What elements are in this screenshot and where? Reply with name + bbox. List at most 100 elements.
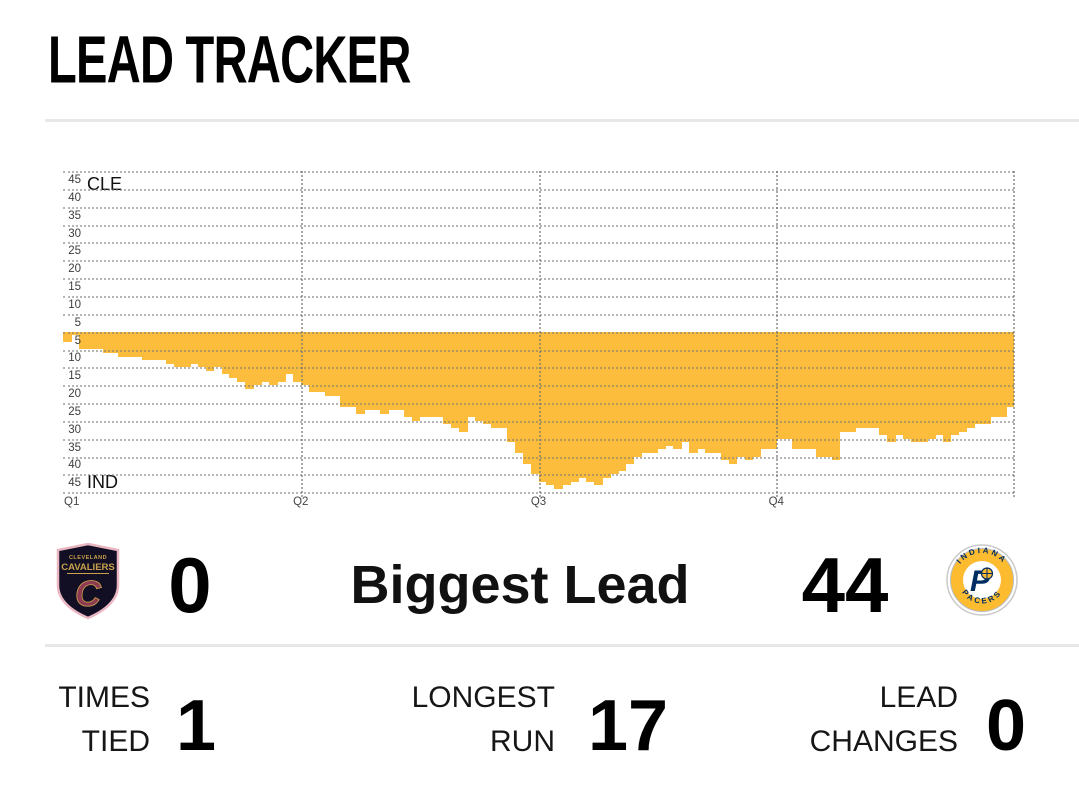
cavaliers-shield xyxy=(56,542,120,620)
lead-bar xyxy=(126,331,136,357)
lead-bar xyxy=(110,331,120,354)
lead-bar xyxy=(792,331,801,450)
gridline-quarter xyxy=(1012,171,1015,498)
lead-bar xyxy=(261,331,270,382)
lead-bar xyxy=(807,331,817,450)
lead-bar xyxy=(118,331,128,357)
top-divider xyxy=(45,119,1079,122)
lead-bar xyxy=(522,331,532,464)
lead-bar xyxy=(982,331,992,425)
lead-bar xyxy=(855,331,865,429)
lead-bar xyxy=(665,331,675,446)
x-axis-label: Q4 xyxy=(768,496,784,509)
cavaliers-logo: CLEVELAND CAVALIERS C xyxy=(56,542,120,620)
lead-bar xyxy=(483,331,492,425)
y-axis-label: 40 xyxy=(68,191,81,204)
times-tied-value: 1 xyxy=(176,686,217,766)
y-axis-label: 15 xyxy=(68,370,81,383)
pacers-basketball-lines xyxy=(981,568,993,579)
lead-bar xyxy=(380,331,389,414)
lead-bar xyxy=(419,331,429,418)
lead-bar xyxy=(221,331,231,375)
lead-bar xyxy=(229,331,239,379)
x-axis-label: Q1 xyxy=(64,496,80,509)
lead-bar xyxy=(308,331,318,393)
lead-bar xyxy=(744,331,754,461)
cavaliers-city-text: CLEVELAND xyxy=(69,555,107,561)
cle-biggest-lead-value: 0 xyxy=(168,541,212,629)
lead-bar xyxy=(562,331,571,486)
y-axis-label: 25 xyxy=(68,405,81,418)
lead-bar xyxy=(950,331,960,436)
y-axis-label: 35 xyxy=(68,441,81,454)
lead-bar xyxy=(395,331,405,411)
bottom-divider xyxy=(45,644,1079,647)
page-title: LEAD TRACKER xyxy=(48,23,411,98)
lead-bar xyxy=(990,331,999,418)
longest-run-label: LONGEST RUN xyxy=(411,681,555,758)
lead-bar xyxy=(134,331,144,357)
lead-bar xyxy=(498,331,508,429)
lead-bar xyxy=(63,331,72,343)
lead-changes-label: LEAD CHANGES xyxy=(809,681,958,758)
lead-bar xyxy=(490,331,500,429)
lead-bar xyxy=(324,331,334,396)
biggest-lead-row: CLEVELAND CAVALIERS C 0 Biggest Lead 44 … xyxy=(0,540,1079,645)
lead-bar xyxy=(197,331,207,368)
lead-bar xyxy=(459,331,468,432)
lead-bar xyxy=(673,331,682,450)
lead-bar xyxy=(300,331,310,386)
y-axis-label: 10 xyxy=(68,352,81,365)
lead-bar xyxy=(189,331,199,364)
team-label-ind: IND xyxy=(87,472,118,493)
lead-bar xyxy=(142,331,151,361)
lead-bar xyxy=(364,331,373,411)
lead-bar xyxy=(934,331,944,436)
lead-bar xyxy=(467,331,476,418)
lead-bar xyxy=(593,331,603,486)
cavaliers-underline xyxy=(67,573,109,574)
gridline-quarter xyxy=(776,171,779,498)
lead-bar xyxy=(697,331,706,450)
lead-tracker-chart: CLE IND 45 40 35 30 25 20 15 10 5 5 10 15 20 25 30 35 40… xyxy=(63,171,1015,508)
lead-bar xyxy=(451,331,461,429)
lead-bar xyxy=(800,331,809,450)
lead-bar xyxy=(839,331,849,432)
y-axis-label: 15 xyxy=(68,281,81,294)
y-axis-label: 10 xyxy=(68,298,81,311)
lead-bar xyxy=(173,331,183,368)
lead-bar xyxy=(102,331,112,354)
lead-bar xyxy=(443,331,453,425)
y-axis-label: 5 xyxy=(74,334,81,347)
pacers-logo: INDIANA PACERS P xyxy=(946,544,1018,616)
y-axis-label: 30 xyxy=(68,227,81,240)
cavaliers-name-text: CAVALIERS xyxy=(61,562,114,573)
lead-bar xyxy=(554,331,564,489)
lead-bar xyxy=(292,331,302,382)
lead-bar xyxy=(720,331,730,461)
lead-bar xyxy=(372,331,381,411)
lead-bar xyxy=(94,331,104,350)
x-axis-label: Q3 xyxy=(530,496,547,509)
lead-bar xyxy=(895,331,904,436)
y-axis-label: 20 xyxy=(68,263,81,276)
lead-bar xyxy=(166,331,175,364)
lead-bar xyxy=(181,331,191,368)
lead-bar xyxy=(609,331,619,475)
lead-bar xyxy=(768,331,778,450)
lead-bar xyxy=(863,331,873,429)
lead-bar xyxy=(427,331,437,418)
lead-bar xyxy=(689,331,698,454)
lead-bar xyxy=(284,331,294,375)
lead-bar xyxy=(586,331,595,482)
lead-bar xyxy=(86,331,96,350)
lead-bar xyxy=(150,331,159,361)
lead-bar xyxy=(879,331,888,436)
times-tied-label: TIMES TIED xyxy=(58,681,150,758)
biggest-lead-label: Biggest Lead xyxy=(350,555,690,615)
x-axis-label: Q2 xyxy=(293,496,309,509)
lead-changes-value: 0 xyxy=(986,686,1027,766)
lead-bar xyxy=(760,331,770,450)
lead-bar xyxy=(546,331,556,486)
